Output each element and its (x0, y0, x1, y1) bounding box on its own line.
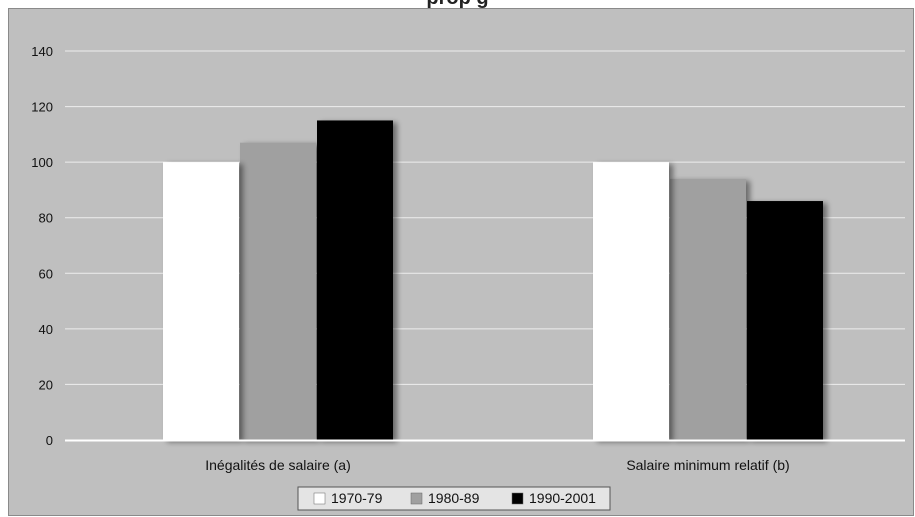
y-tick-label: 120 (31, 100, 53, 115)
legend-label: 1980-89 (428, 490, 480, 506)
bar (747, 201, 823, 440)
legend-swatch (313, 492, 326, 505)
bars (163, 120, 823, 441)
y-tick-label: 40 (39, 322, 53, 337)
bar-chart: 0 20 40 60 80 100 120 140 Inégalités de salaire… (9, 9, 913, 515)
bar (593, 162, 669, 440)
y-tick-label: 140 (31, 44, 53, 59)
y-tick-label: 80 (39, 211, 53, 226)
chart-frame: 0 20 40 60 80 100 120 140 Inégalités de salaire… (8, 8, 914, 516)
legend-label: 1970-79 (331, 490, 383, 506)
legend-label: 1990-2001 (529, 490, 596, 506)
bar (670, 178, 746, 441)
bar (163, 162, 239, 440)
x-category-label: Salaire minimum relatif (b) (626, 457, 789, 473)
x-axis-categories: Inégalités de salaire (a) Salaire minimum… (205, 457, 789, 473)
legend: 1970-79 1980-89 1990-2001 (297, 486, 611, 511)
y-tick-label: 20 (39, 377, 53, 392)
bar (317, 120, 393, 440)
y-axis-ticks: 0 20 40 60 80 100 120 140 (31, 44, 53, 448)
y-tick-label: 0 (46, 433, 53, 448)
legend-swatch (511, 492, 524, 505)
legend-box (297, 486, 611, 511)
y-tick-label: 60 (39, 266, 53, 281)
x-category-label: Inégalités de salaire (a) (205, 457, 351, 473)
bar (240, 142, 316, 440)
chart-title-fragment: prop g (0, 0, 915, 9)
y-tick-label: 100 (31, 155, 53, 170)
legend-swatch (410, 492, 423, 505)
